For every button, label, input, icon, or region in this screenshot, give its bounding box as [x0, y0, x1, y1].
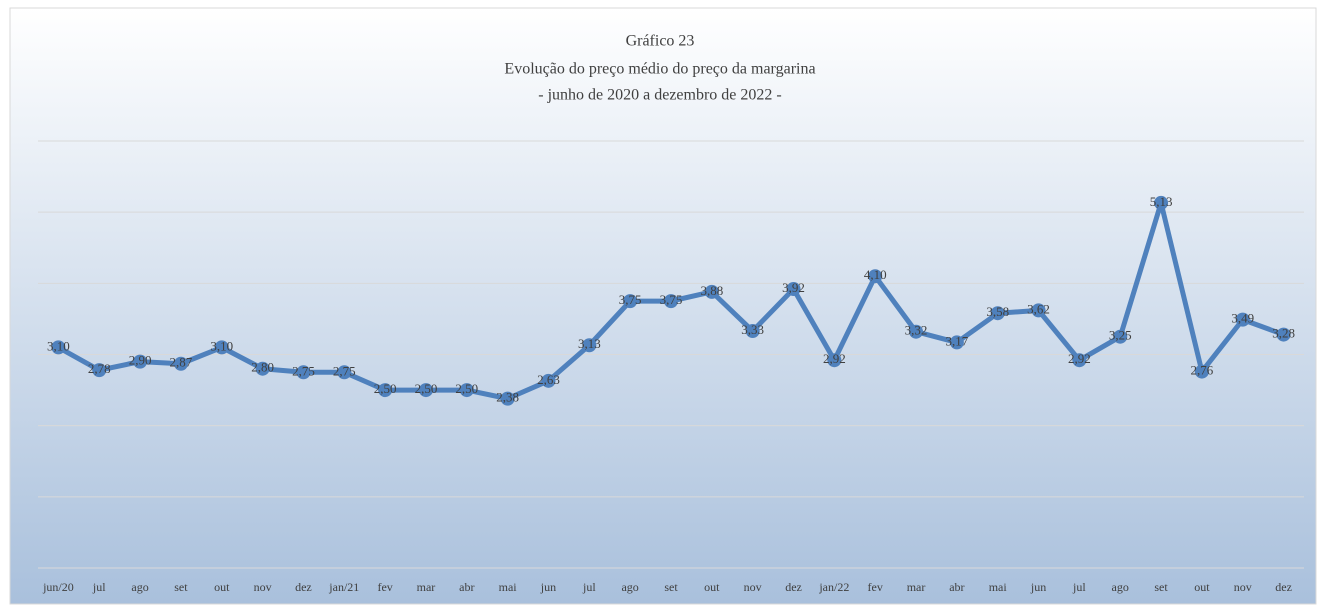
x-tick-label: dez — [295, 580, 312, 594]
point — [1154, 195, 1169, 210]
data-label: 2,50 — [455, 381, 478, 396]
point — [868, 269, 883, 284]
point — [337, 365, 352, 380]
point — [1276, 327, 1291, 342]
point — [418, 383, 433, 398]
x-tick-label: jul — [1072, 580, 1086, 594]
chart-title: Gráfico 23 — [626, 33, 695, 50]
data-label: 3,28 — [1272, 326, 1295, 341]
x-tick-label: mai — [989, 580, 1008, 594]
point — [1194, 364, 1209, 379]
point — [1235, 312, 1250, 327]
data-label: 3,33 — [741, 322, 764, 337]
data-label: 2,76 — [1191, 363, 1214, 378]
chart-area — [9, 7, 1317, 605]
point — [704, 284, 719, 299]
x-tick-label: dez — [785, 580, 802, 594]
x-tick-label: jan/22 — [818, 580, 849, 594]
point — [582, 338, 597, 353]
x-tick-label: ago — [621, 580, 638, 594]
x-tick-label: set — [174, 580, 188, 594]
data-label: 3,17 — [945, 333, 968, 348]
data-label: 2,90 — [129, 353, 152, 368]
x-tick-label: dez — [1275, 580, 1292, 594]
data-label: 2,92 — [1068, 351, 1091, 366]
x-tick-label: jan/21 — [328, 580, 359, 594]
chart-subtitle: Evolução do preço médio do preço da marg… — [504, 61, 815, 78]
data-label: 2,87 — [170, 355, 193, 370]
x-tick-label: nov — [1234, 580, 1252, 594]
point — [949, 335, 964, 350]
data-label: 3,92 — [782, 280, 805, 295]
data-label: 2,80 — [251, 360, 274, 375]
data-label: 3,32 — [905, 323, 928, 338]
point — [133, 354, 148, 369]
x-tick-label: jun — [540, 580, 556, 594]
x-tick-label: set — [1154, 580, 1168, 594]
point — [1031, 303, 1046, 318]
x-tick-label: jun — [1030, 580, 1046, 594]
x-tick-label: out — [214, 580, 230, 594]
data-label: 2,92 — [823, 351, 846, 366]
point — [745, 324, 760, 339]
point — [1072, 353, 1087, 368]
x-tick-label: fev — [868, 580, 883, 594]
data-label: 3,75 — [619, 292, 642, 307]
x-tick-label: jun/20 — [42, 580, 74, 594]
point — [92, 363, 107, 378]
point — [214, 340, 229, 355]
data-label: 3,58 — [986, 304, 1009, 319]
point — [664, 294, 678, 309]
x-tick-label: mar — [907, 580, 926, 594]
point — [990, 306, 1005, 321]
x-tick-label: ago — [131, 580, 148, 594]
data-label: 3,49 — [1231, 311, 1254, 326]
x-tick-label: nov — [254, 580, 272, 594]
data-label: 3,13 — [578, 336, 601, 351]
point — [255, 361, 270, 376]
point — [1113, 329, 1128, 344]
data-label: 5,13 — [1150, 194, 1173, 209]
point — [51, 340, 66, 355]
data-label: 3,75 — [660, 292, 683, 307]
data-label: 2,63 — [537, 372, 560, 387]
point — [459, 383, 474, 398]
point — [296, 365, 311, 380]
x-tick-label: ago — [1112, 580, 1129, 594]
x-tick-label: mai — [499, 580, 518, 594]
x-tick-label: jul — [92, 580, 106, 594]
chart-subtitle: - junho de 2020 a dezembro de 2022 - — [538, 87, 781, 104]
point — [623, 294, 638, 309]
x-tick-label: set — [664, 580, 678, 594]
data-label: 4,10 — [864, 267, 887, 282]
point — [786, 282, 801, 297]
data-label: 3,25 — [1109, 328, 1132, 343]
point — [909, 324, 924, 339]
x-tick-label: out — [1194, 580, 1210, 594]
point — [378, 383, 393, 398]
point — [500, 391, 515, 406]
x-tick-label: out — [704, 580, 720, 594]
data-label: 3,10 — [47, 338, 70, 353]
point — [173, 356, 188, 371]
x-tick-label: nov — [744, 580, 762, 594]
x-tick-label: abr — [949, 580, 964, 594]
data-label: 2,50 — [374, 381, 397, 396]
data-label: 2,38 — [496, 390, 519, 405]
data-label: 2,78 — [88, 361, 111, 376]
data-label: 2,75 — [292, 363, 315, 378]
data-label: 3,62 — [1027, 301, 1050, 316]
data-label: 2,75 — [333, 363, 356, 378]
x-tick-label: jul — [582, 580, 596, 594]
x-tick-label: abr — [459, 580, 474, 594]
data-label: 3,88 — [700, 283, 723, 298]
data-label: 2,50 — [415, 381, 438, 396]
x-tick-label: mar — [417, 580, 436, 594]
point — [827, 353, 842, 368]
point — [541, 373, 556, 388]
x-tick-label: fev — [377, 580, 392, 594]
data-label: 3,10 — [210, 338, 233, 353]
